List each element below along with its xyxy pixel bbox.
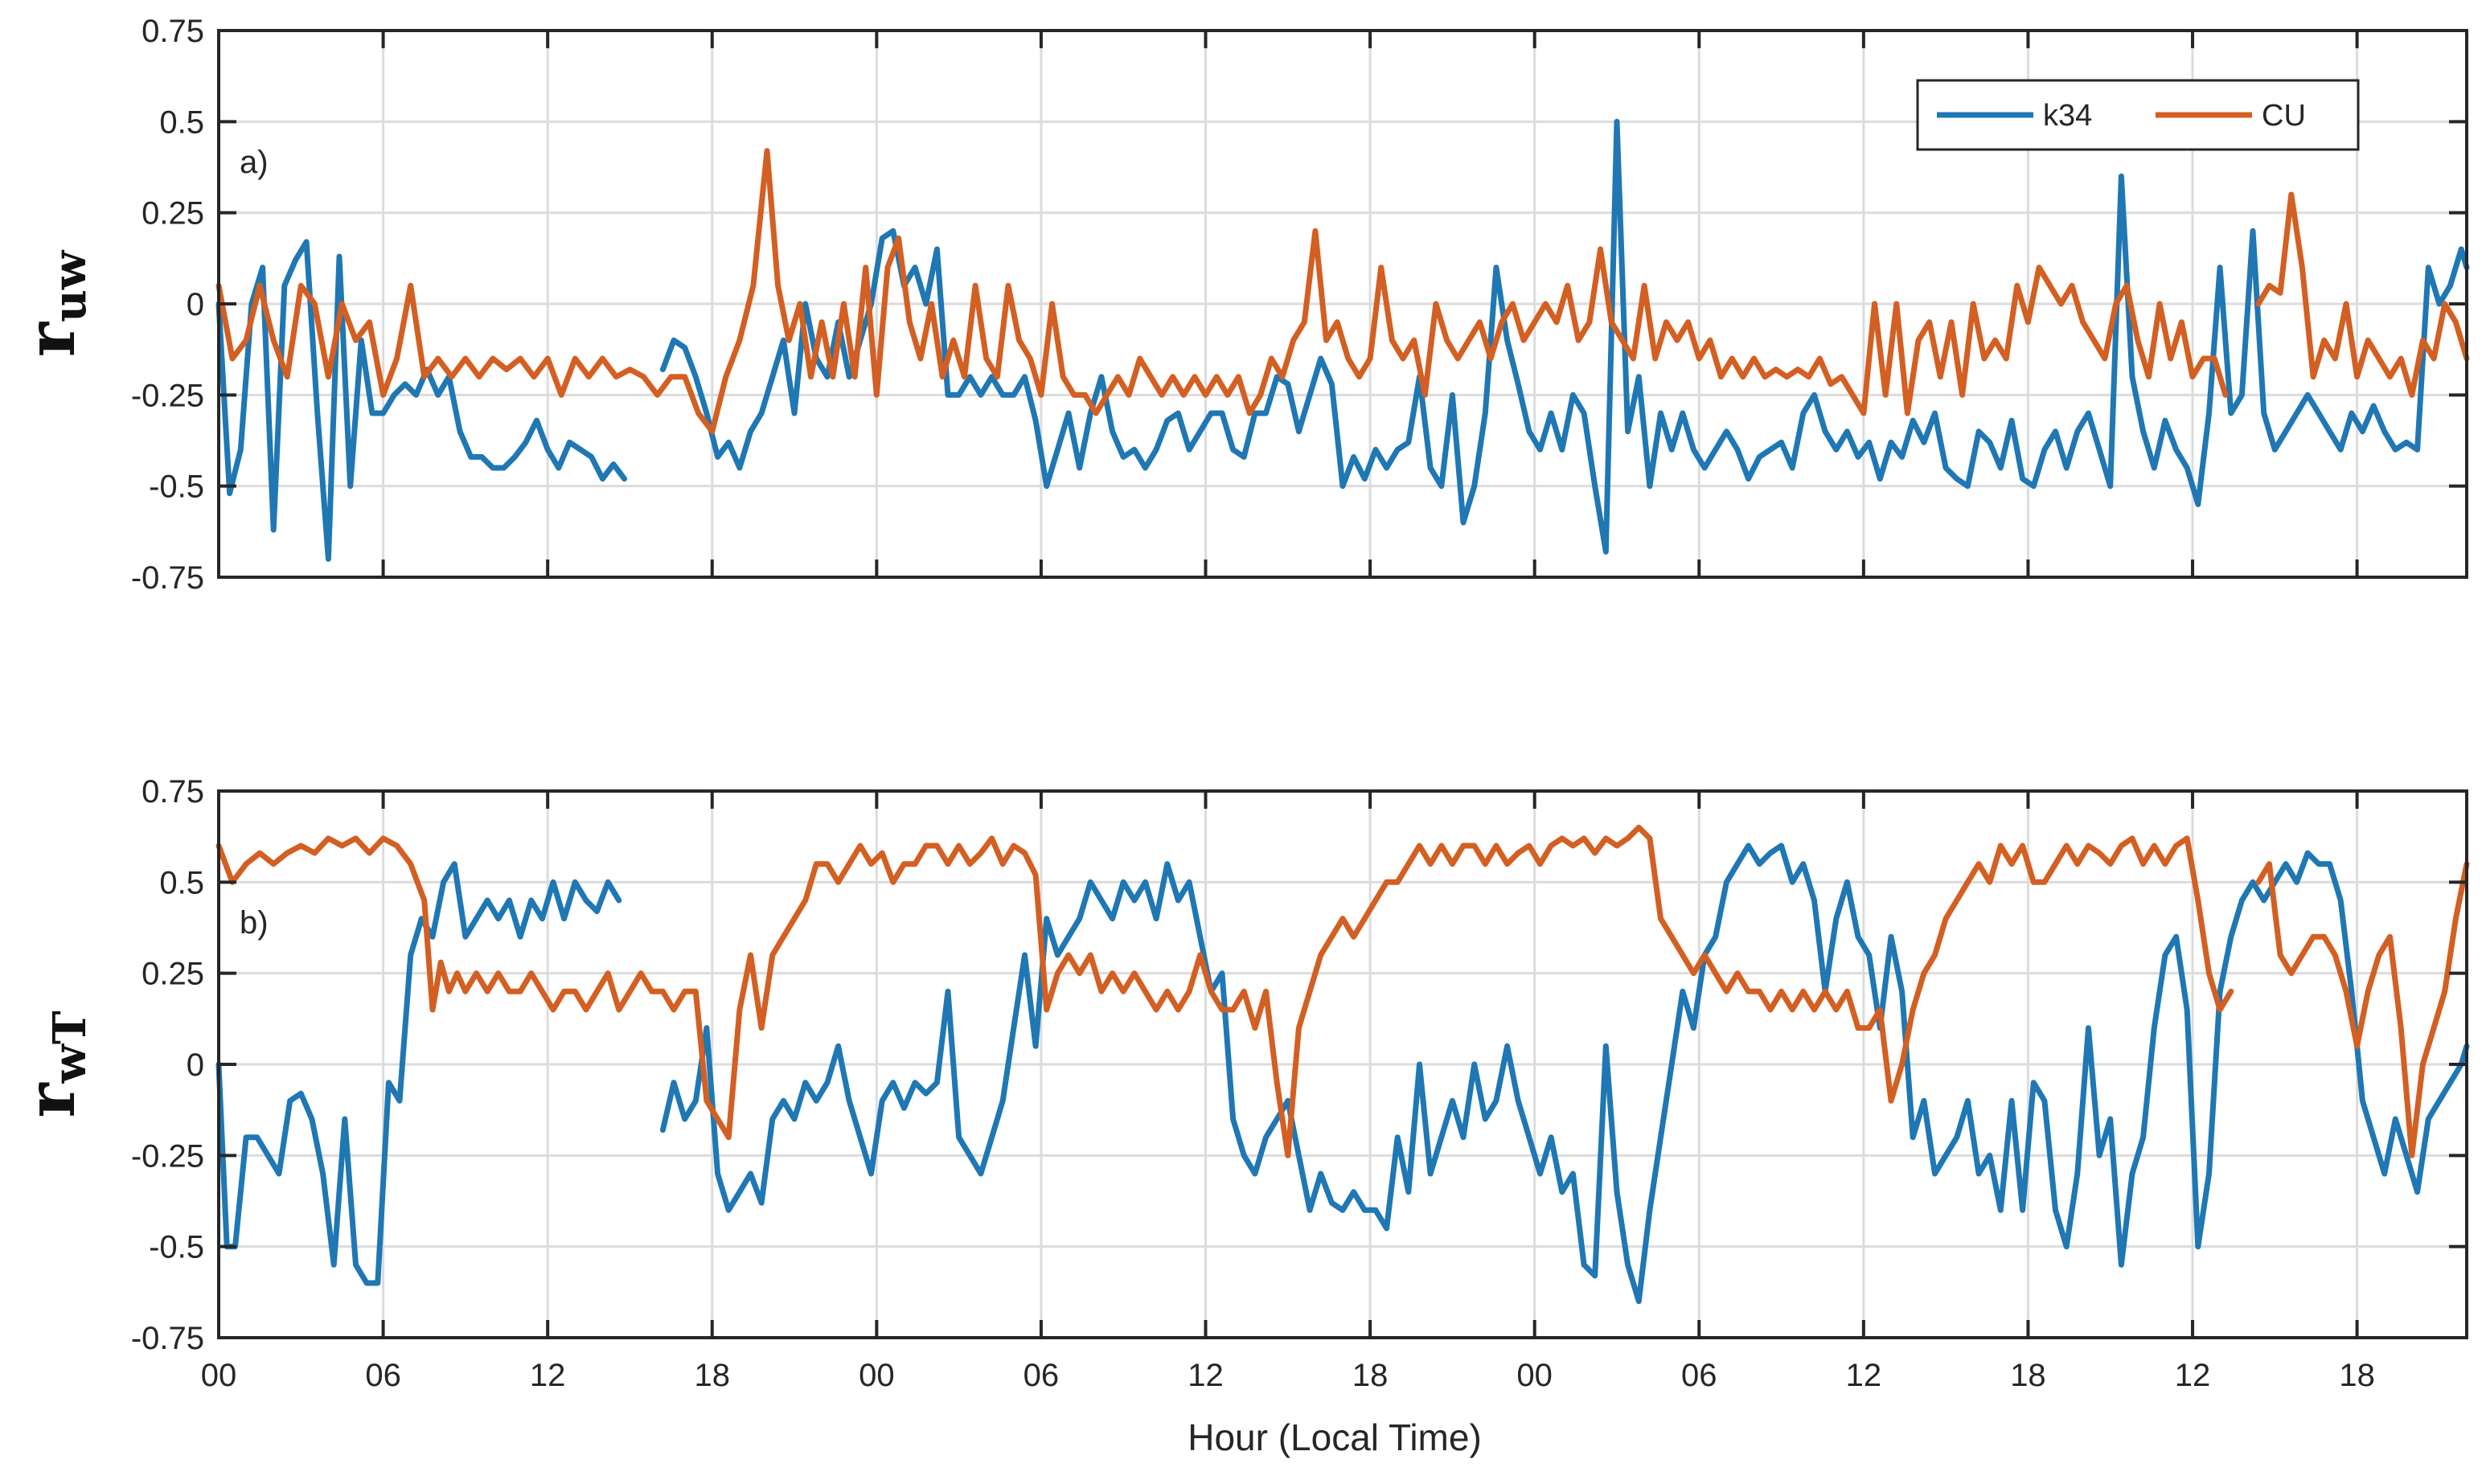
x-tick-label: 00 xyxy=(859,1358,895,1393)
x-tick-label: 18 xyxy=(2010,1358,2046,1393)
y-axis-label: ruw xyxy=(13,249,96,357)
y-axis-label-main: r xyxy=(13,321,90,357)
y-axis-label-sub: wT xyxy=(43,1011,96,1084)
x-tick-label: 00 xyxy=(1516,1358,1553,1393)
x-tick-label: 18 xyxy=(2339,1358,2375,1393)
series-line-k34 xyxy=(215,118,2470,562)
y-tick-label: 0.25 xyxy=(142,957,204,992)
series-line-cu xyxy=(215,824,2470,1158)
panel-label: a) xyxy=(240,145,269,180)
legend-label-cu: CU xyxy=(2262,99,2306,133)
legend-label-k34: k34 xyxy=(2043,99,2092,133)
x-tick-label: 06 xyxy=(365,1358,401,1393)
x-tick-label: 18 xyxy=(695,1358,731,1393)
legend: k34 CU xyxy=(1916,79,2360,151)
x-axis-label: Hour (Local Time) xyxy=(1188,1416,1482,1458)
y-tick-label: -0.75 xyxy=(131,1321,204,1356)
y-tick-label: -0.5 xyxy=(149,1230,204,1265)
y-tick-label: 0.25 xyxy=(142,196,204,232)
y-axis-label-main: r xyxy=(13,1082,90,1118)
y-axis-label-sub: uw xyxy=(43,249,96,322)
series-line-cu xyxy=(215,148,2470,435)
y-tick-label: -0.25 xyxy=(131,1138,204,1174)
x-tick-label: 06 xyxy=(1024,1358,1060,1393)
y-tick-label: 0.75 xyxy=(142,774,204,810)
x-tick-label: 00 xyxy=(201,1358,237,1393)
x-tick-label: 12 xyxy=(1188,1358,1224,1393)
y-tick-label: 0 xyxy=(187,287,204,322)
panel-a: 0.75 0.5 0.25 0 -0.25 -0.5 -0.75 a) ruw k34 CU xyxy=(13,14,2470,596)
series-line-k34 xyxy=(215,842,2470,1305)
y-tick-label: -0.75 xyxy=(131,560,204,596)
y-tick-label: 0.75 xyxy=(142,14,204,49)
panel-label: b) xyxy=(240,905,269,941)
y-tick-label: 0.5 xyxy=(159,865,204,900)
x-tick-label: 18 xyxy=(1352,1358,1389,1393)
x-tick-label: 12 xyxy=(2175,1358,2211,1393)
x-tick-label: 12 xyxy=(530,1358,566,1393)
x-tick-label: 12 xyxy=(1846,1358,1882,1393)
x-tick-label: 06 xyxy=(1681,1358,1717,1393)
y-tick-label: -0.25 xyxy=(131,378,204,413)
y-tick-label: 0.5 xyxy=(159,105,204,140)
y-tick-label: 0 xyxy=(187,1047,204,1083)
y-tick-label: -0.5 xyxy=(149,469,204,505)
y-axis-label: rwT xyxy=(13,1011,96,1117)
